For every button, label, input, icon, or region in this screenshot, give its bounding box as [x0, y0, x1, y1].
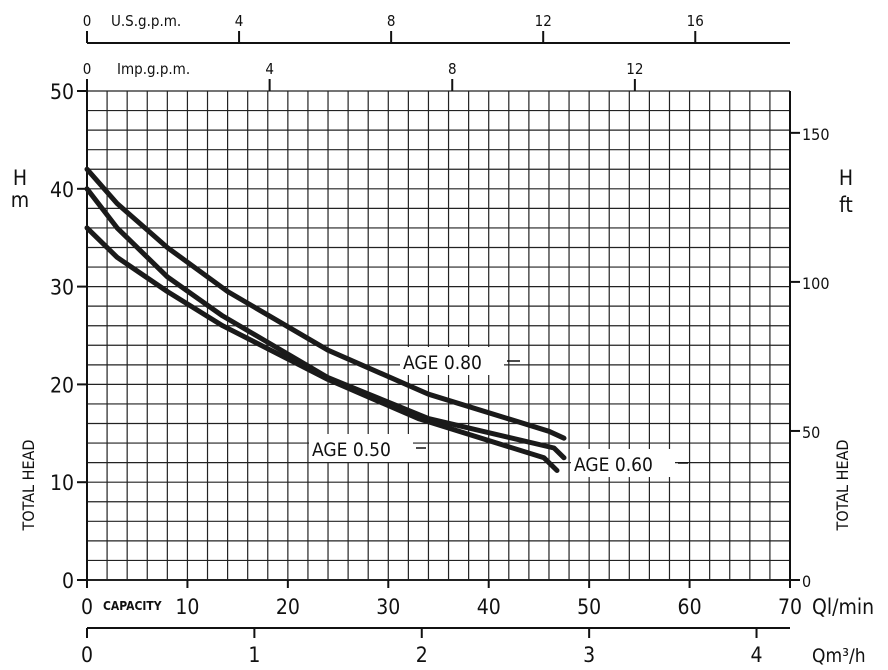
y-left-tick-label: 50	[50, 80, 74, 104]
curve-age-0-60	[84, 186, 567, 461]
performance-curves	[84, 166, 567, 473]
y-right-tick-label: 100	[802, 274, 829, 293]
x-primary-tick-label: 20	[276, 595, 300, 619]
x-impgpm-tick-label: 8	[448, 60, 457, 78]
x-primary-tick-label: 60	[678, 595, 702, 619]
capacity-label: CAPACITY	[103, 599, 162, 613]
y-left-unit-h: H	[13, 166, 27, 190]
y-left-axis-title: TOTAL HEAD	[19, 440, 38, 532]
axes	[77, 31, 800, 638]
x-primary-tick-label: 40	[477, 595, 501, 619]
series-label-bg	[571, 449, 675, 477]
x-primary-tick-label: 0	[81, 595, 93, 619]
grid-lines	[86, 90, 791, 581]
x-primary-tick-label: 30	[376, 595, 400, 619]
x-impgpm-tick-label: 12	[626, 60, 643, 78]
x-usgpm-tick-label: 4	[235, 12, 244, 30]
y-left-tick-label: 20	[50, 373, 74, 397]
x-m3h-tick-label: 3	[583, 643, 595, 667]
x-impgpm-tick-label: 0	[83, 60, 92, 78]
y-left-tick-label: 30	[50, 276, 74, 300]
series-label: AGE 0.60	[574, 454, 653, 476]
curve-age-0-80	[84, 166, 567, 441]
x-primary-tick-label: 50	[577, 595, 601, 619]
x-usgpm-tick-label: 8	[387, 12, 396, 30]
y-right-unit-h: H	[839, 166, 853, 190]
y-left-unit-m: m	[11, 188, 29, 212]
x-usgpm-tick-label: 0	[83, 12, 92, 30]
x-primary-tick-label: 10	[175, 595, 199, 619]
y-left-tick-label: 0	[62, 569, 74, 593]
y-left-tick-label: 40	[50, 178, 74, 202]
x-m3h-tick-label: 2	[416, 643, 428, 667]
x-m3h-tick-label: 1	[248, 643, 260, 667]
x-primary-tick-label: 70	[778, 595, 802, 619]
y-right-tick-label: 0	[802, 572, 811, 591]
x-usgpm-tick-label: 16	[687, 12, 704, 30]
x-primary-axis-title: Ql/min	[812, 595, 874, 619]
x-m3h-tick-label: 4	[751, 643, 763, 667]
x-usgpm-tick-label: 12	[535, 12, 552, 30]
curve-age-0-50	[84, 225, 560, 473]
series-label-bg	[309, 434, 413, 462]
y-right-unit-ft: ft	[839, 193, 853, 217]
x-impgpm-tick-label: 4	[265, 60, 274, 78]
y-right-tick-label: 150	[802, 125, 829, 144]
x-m3h-tick-label: 0	[81, 643, 93, 667]
series-label: AGE 0.80	[403, 352, 482, 374]
series-labels: AGE 0.80 AGE 0.60 AGE 0.50	[309, 347, 688, 477]
y-left-tick-label: 10	[50, 471, 74, 495]
x-impgpm-axis-title: Imp.g.p.m.	[117, 60, 190, 78]
x-usgpm-axis-title: U.S.g.p.m.	[111, 12, 181, 30]
y-right-tick-label: 50	[802, 423, 820, 442]
series-label: AGE 0.50	[312, 439, 391, 461]
x-m3h-axis-title: Qm³/h	[812, 645, 866, 667]
y-right-axis-title: TOTAL HEAD	[833, 440, 852, 532]
series-label-bg	[400, 347, 504, 375]
